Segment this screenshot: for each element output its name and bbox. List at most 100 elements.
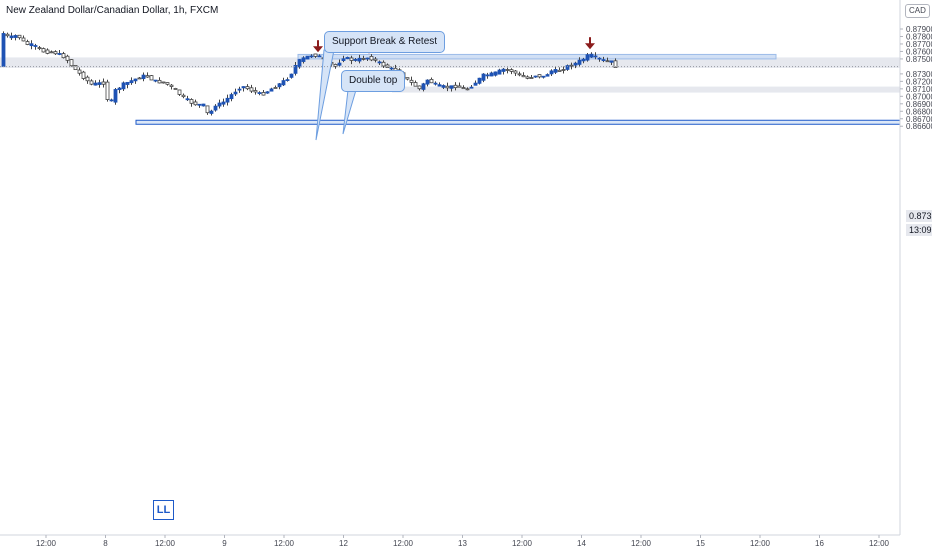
currency-label[interactable]: CAD xyxy=(905,4,930,18)
candle-114 xyxy=(457,82,462,88)
candle-125 xyxy=(501,67,506,75)
x-tick-1: 8 xyxy=(103,539,108,548)
candle-45 xyxy=(181,93,186,99)
candle-17 xyxy=(69,59,74,67)
candle-119 xyxy=(477,77,482,85)
candle-145 xyxy=(581,57,586,64)
candle-31 xyxy=(125,81,130,89)
zone-4 xyxy=(135,119,901,125)
candle-52 xyxy=(209,109,214,116)
candle-49 xyxy=(197,103,202,108)
candle-77 xyxy=(309,54,314,59)
candle-30 xyxy=(121,81,126,92)
candle-85 xyxy=(341,55,346,63)
candle-48 xyxy=(193,99,198,106)
x-tick-3: 9 xyxy=(222,539,227,548)
x-tick-2: 12:00 xyxy=(155,539,176,548)
candle-33 xyxy=(133,78,138,84)
x-tick-13: 16 xyxy=(815,539,824,548)
x-tick-10: 12:00 xyxy=(631,539,652,548)
zone-2 xyxy=(392,86,900,93)
candle-3 xyxy=(13,34,18,41)
candle-83 xyxy=(333,63,338,69)
candle-126 xyxy=(505,67,510,74)
candle-29 xyxy=(117,87,122,94)
candle-137 xyxy=(549,69,554,76)
candle-111 xyxy=(445,82,450,92)
zone-3 xyxy=(297,53,777,60)
candle-75 xyxy=(301,56,306,64)
candle-84 xyxy=(337,59,342,67)
candle-26 xyxy=(105,79,110,102)
candle-2 xyxy=(9,32,14,40)
x-tick-11: 15 xyxy=(696,539,705,548)
candle-73 xyxy=(293,62,298,76)
candle-37 xyxy=(149,74,154,81)
x-tick-14: 12:00 xyxy=(869,539,890,548)
candle-153 xyxy=(613,58,618,68)
candle-51 xyxy=(205,105,210,115)
candles-layer xyxy=(1,31,618,116)
candle-90 xyxy=(361,55,366,61)
current-price-label: 0.87397 xyxy=(906,210,932,222)
candle-105 xyxy=(421,82,426,92)
candle-147 xyxy=(589,52,594,59)
candle-1 xyxy=(5,32,10,38)
candle-142 xyxy=(569,62,574,70)
candle-106 xyxy=(425,79,430,87)
candle-129 xyxy=(517,71,522,77)
candle-56 xyxy=(225,94,230,106)
x-tick-7: 13 xyxy=(458,539,467,548)
candle-152 xyxy=(609,60,614,66)
candle-113 xyxy=(453,82,458,91)
candle-115 xyxy=(461,85,466,90)
candle-135 xyxy=(541,75,546,79)
candle-89 xyxy=(357,54,362,64)
candle-93 xyxy=(373,56,378,63)
candle-148 xyxy=(593,52,598,60)
candle-35 xyxy=(141,72,146,82)
x-tick-5: 12 xyxy=(339,539,348,548)
x-tick-0: 12:00 xyxy=(36,539,57,548)
candle-102 xyxy=(409,76,414,86)
callout-support-break-retest: Support Break & Retest xyxy=(324,31,446,53)
candle-10 xyxy=(41,47,46,53)
candle-9 xyxy=(37,46,42,51)
candle-124 xyxy=(497,68,502,75)
x-tick-4: 12:00 xyxy=(274,539,295,548)
down-arrow-icon-3 xyxy=(585,37,595,50)
candle-109 xyxy=(437,82,442,87)
candle-68 xyxy=(273,85,278,89)
candle-14 xyxy=(57,50,62,56)
candle-15 xyxy=(61,51,66,59)
candle-116 xyxy=(465,87,470,91)
candle-107 xyxy=(429,77,434,84)
candle-103 xyxy=(413,80,418,87)
candle-92 xyxy=(369,54,374,62)
candle-72 xyxy=(289,73,294,79)
candle-86 xyxy=(345,56,350,60)
candle-141 xyxy=(565,64,570,71)
candle-4 xyxy=(17,34,22,40)
candle-104 xyxy=(417,85,422,91)
candle-64 xyxy=(257,91,262,96)
candle-95 xyxy=(381,60,386,68)
candle-54 xyxy=(217,99,222,109)
candle-133 xyxy=(533,75,538,78)
candle-55 xyxy=(221,98,226,107)
candle-46 xyxy=(185,95,190,101)
callout-pointer-double-top xyxy=(342,89,357,135)
chart-title: New Zealand Dollar/Canadian Dollar, 1h, … xyxy=(6,5,219,16)
candle-87 xyxy=(349,55,354,65)
candle-130 xyxy=(521,72,526,78)
